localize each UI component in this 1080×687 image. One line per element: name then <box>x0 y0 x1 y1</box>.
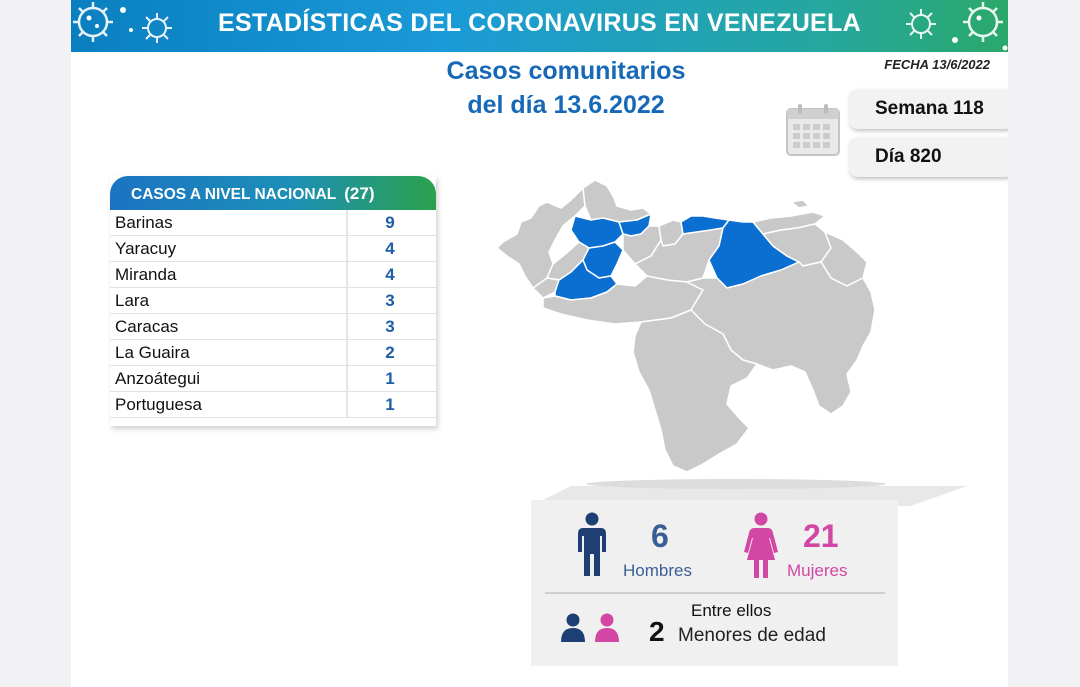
table-row: Anzoátegui 1 <box>110 366 436 392</box>
table-row: Miranda 4 <box>110 262 436 288</box>
virus-icon <box>952 2 1008 51</box>
header-banner: ESTADÍSTICAS DEL CORONAVIRUS EN VENEZUEL… <box>71 0 1008 52</box>
state-name: La Guaira <box>115 343 190 362</box>
subtitle-line-1: Casos comunitarios <box>446 57 686 85</box>
state-name: Barinas <box>115 213 173 232</box>
state-cases: 1 <box>346 366 432 391</box>
state-name: Yaracuy <box>115 239 177 258</box>
table-total: (27) <box>344 184 375 203</box>
state-name: Portuguesa <box>115 395 202 414</box>
state-cases: 9 <box>346 210 432 235</box>
subtitle-line-2: del día 13.6.2022 <box>467 91 665 119</box>
map-state-falcon <box>582 179 652 223</box>
men-count: 6 <box>651 518 669 554</box>
national-cases-table: CASOS A NIVEL NACIONAL (27) Barinas 9 Yarac… <box>110 176 436 426</box>
venezuela-map <box>496 179 876 473</box>
man-icon <box>578 512 606 576</box>
demographics-box: 6 Hombres 21 Mujeres Entre ellos 2 Menor… <box>531 500 898 666</box>
page-title: ESTADÍSTICAS DEL CORONAVIRUS EN VENEZUEL… <box>218 9 861 37</box>
table-row: Barinas 9 <box>110 210 436 236</box>
calendar-icon <box>786 104 840 156</box>
children-icon <box>561 613 619 642</box>
state-name: Miranda <box>115 265 177 284</box>
table-row: Portuguesa 1 <box>110 392 436 418</box>
table-row: La Guaira 2 <box>110 340 436 366</box>
state-cases: 4 <box>346 262 432 287</box>
minors-intro: Entre ellos <box>691 601 772 620</box>
table-row: Lara 3 <box>110 288 436 314</box>
infographic-page: ESTADÍSTICAS DEL CORONAVIRUS EN VENEZUEL… <box>71 0 1008 687</box>
day-badge: Día 820 <box>849 137 1008 177</box>
virus-icon <box>906 9 936 39</box>
men-label: Hombres <box>623 561 692 580</box>
map-state-amazonas <box>632 309 758 473</box>
week-badge: Semana 118 <box>849 89 1008 129</box>
state-cases: 2 <box>346 340 432 365</box>
section-divider <box>545 592 885 594</box>
map-state-nueva-esparta <box>790 199 810 209</box>
state-cases: 3 <box>346 314 432 339</box>
state-cases: 4 <box>346 236 432 261</box>
state-cases: 1 <box>346 392 432 417</box>
state-name: Caracas <box>115 317 179 336</box>
report-date: FECHA 13/6/2022 <box>884 57 990 72</box>
minors-label: Menores de edad <box>678 625 826 646</box>
women-count: 21 <box>803 518 839 554</box>
table-row: Caracas 3 <box>110 314 436 340</box>
report-subtitle: Casos comunitarios del día 13.6.2022 <box>381 54 751 122</box>
virus-icon <box>73 2 133 42</box>
map-state-zulia <box>496 187 586 295</box>
state-cases: 3 <box>346 288 432 313</box>
woman-icon <box>744 512 778 578</box>
virus-icon <box>142 13 172 43</box>
women-label: Mujeres <box>787 561 848 580</box>
state-name: Anzoátegui <box>115 369 201 388</box>
table-row: Yaracuy 4 <box>110 236 436 262</box>
table-header: CASOS A NIVEL NACIONAL (27) <box>110 176 436 210</box>
table-heading: CASOS A NIVEL NACIONAL <box>131 186 337 203</box>
table-body: Barinas 9 Yaracuy 4 Miranda 4 Lara 3 Caracas 3 La … <box>110 210 436 418</box>
state-name: Lara <box>115 291 150 310</box>
minors-count: 2 <box>649 616 665 647</box>
